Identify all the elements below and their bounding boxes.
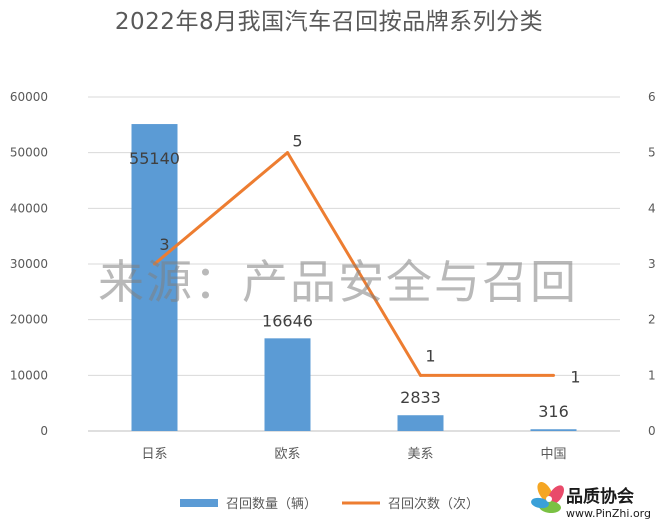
bar-data-label: 2833 <box>400 388 441 407</box>
bar <box>264 338 311 431</box>
left-axis-tick-label: 10000 <box>10 368 48 382</box>
category-labels: 日系 欧系 美系 中国 <box>141 447 566 462</box>
category-label: 中国 <box>540 447 566 462</box>
right-axis-tick-label: 1 <box>648 368 656 382</box>
data-labels: 55140 16646 2833 316 3 5 1 1 <box>129 132 581 422</box>
bar <box>131 124 178 431</box>
left-axis-tick-label: 30000 <box>10 257 48 271</box>
bar <box>530 429 577 431</box>
logo-name: 品质协会 <box>566 486 634 507</box>
left-axis-tick-label: 0 <box>40 424 48 438</box>
right-axis-tick-label: 0 <box>648 424 656 438</box>
right-axis-ticks: 0 1 2 3 4 5 6 <box>648 90 656 438</box>
chart-title: 2022年8月我国汽车召回按品牌系列分类 <box>114 9 544 35</box>
line-path <box>153 151 554 377</box>
line-series <box>153 151 555 377</box>
left-axis-tick-label: 20000 <box>10 313 48 327</box>
right-axis-tick-label: 2 <box>648 313 656 327</box>
left-axis-tick-label: 40000 <box>10 201 48 215</box>
category-label: 日系 <box>141 447 167 462</box>
category-label: 欧系 <box>274 447 300 462</box>
right-axis-tick-label: 6 <box>648 90 656 104</box>
bar <box>397 415 444 431</box>
line-data-label: 3 <box>159 235 169 254</box>
right-axis-tick-label: 4 <box>648 201 656 215</box>
legend: 召回数量（辆） 召回次数（次） <box>180 496 479 512</box>
watermark-text: 来源：产品安全与召回 <box>98 255 578 309</box>
line-point <box>286 151 289 155</box>
logo: 品质协会 www.PinZhi.org <box>531 482 651 520</box>
right-axis-tick-label: 3 <box>648 257 656 271</box>
legend-bar-label: 召回数量（辆） <box>226 497 317 512</box>
bar-data-label: 55140 <box>129 149 180 168</box>
bar-series <box>131 124 577 431</box>
bar-data-label: 316 <box>538 402 569 421</box>
logo-url: www.PinZhi.org <box>566 507 651 520</box>
category-label: 美系 <box>407 447 433 462</box>
line-data-label: 1 <box>570 367 580 386</box>
line-data-label: 5 <box>292 132 302 151</box>
left-axis-ticks: 0 10000 20000 30000 40000 50000 60000 <box>10 90 48 438</box>
right-axis-tick-label: 5 <box>648 146 656 160</box>
bar-data-label: 16646 <box>262 311 313 330</box>
left-axis-tick-label: 60000 <box>10 90 48 104</box>
line-data-label: 1 <box>425 346 435 365</box>
line-point <box>419 373 422 377</box>
left-axis-tick-label: 50000 <box>10 146 48 160</box>
line-point <box>552 373 555 377</box>
line-point <box>153 262 156 266</box>
legend-line-label: 召回次数（次） <box>388 496 479 512</box>
flower-logo-icon <box>531 482 564 514</box>
legend-bar-swatch <box>180 499 218 507</box>
